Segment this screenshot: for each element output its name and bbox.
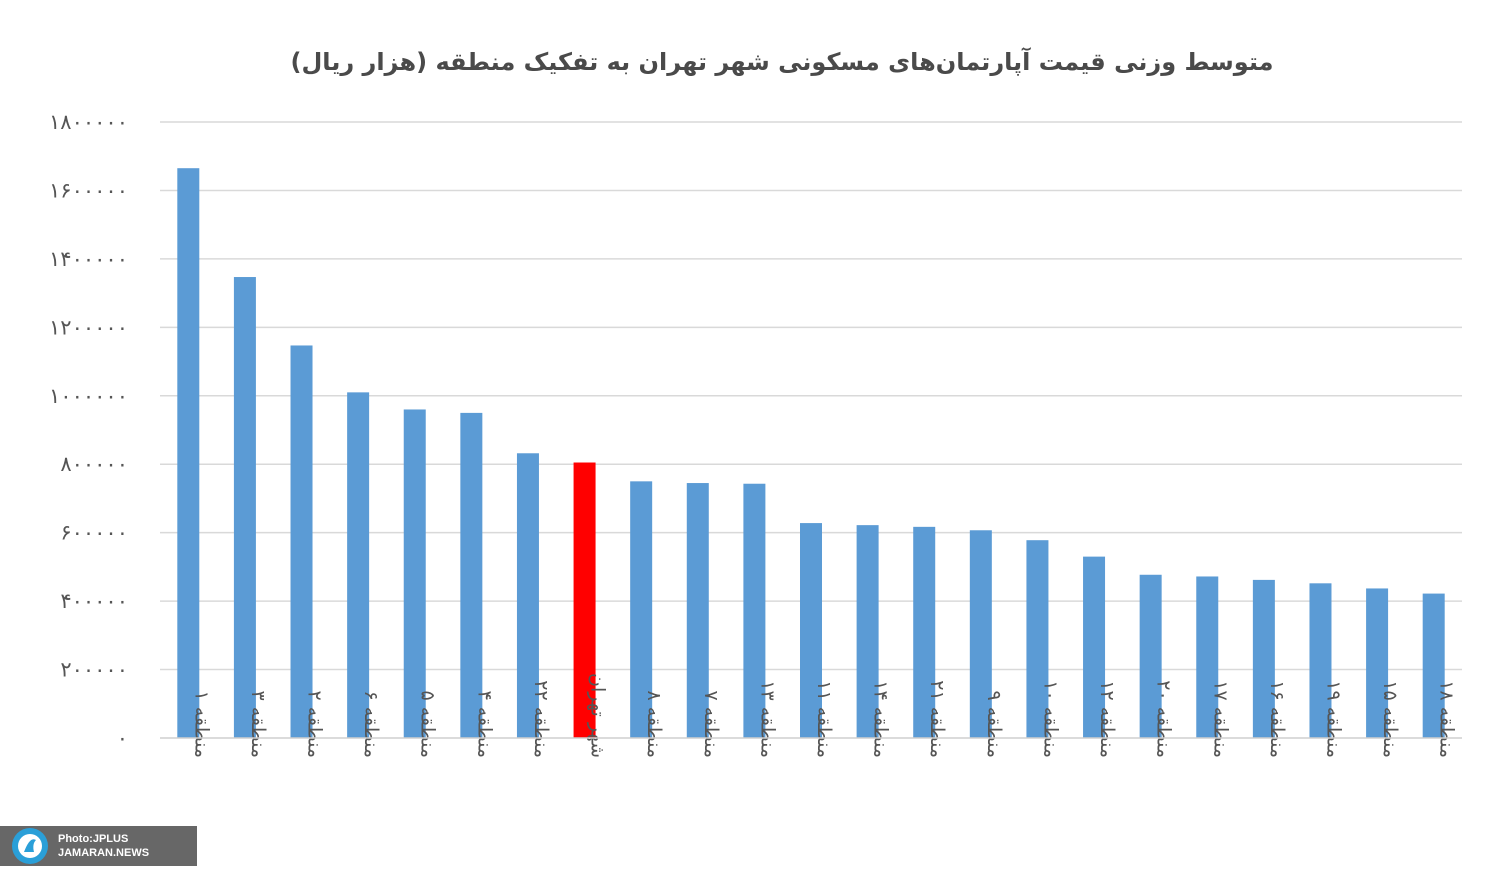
x-tick-label: منطقه ۲۰: [1153, 680, 1175, 758]
x-tick-label: منطقه ۱۶: [1266, 680, 1288, 758]
x-tick-label: منطقه ۴: [473, 690, 495, 758]
x-tick-label: منطقه ۱۳: [756, 680, 778, 758]
x-tick-label: منطقه ۲۱: [926, 680, 948, 758]
x-tick-label: شهر تهران: [587, 673, 609, 758]
y-tick-label: ۸۰۰۰۰۰: [60, 452, 128, 476]
bar: [686, 483, 709, 738]
bar: [913, 526, 936, 738]
x-tick-label: منطقه ۹: [983, 690, 1005, 758]
bar: [1139, 574, 1162, 738]
x-tick-label: منطقه ۸: [643, 690, 665, 758]
y-tick-label: ۱۴۰۰۰۰۰: [49, 247, 128, 271]
x-tick-label: منطقه ۱۰: [1039, 680, 1061, 758]
x-tick-label: منطقه ۱۲: [1096, 680, 1118, 758]
bar: [1252, 579, 1275, 738]
watermark-site: JAMARAN.NEWS: [58, 847, 150, 859]
bar: [460, 412, 483, 738]
bar: [1309, 583, 1332, 738]
bars: [177, 168, 1445, 738]
y-tick-label: ۶۰۰۰۰۰: [60, 521, 128, 545]
bar: [573, 462, 596, 738]
y-tick-label: ۱۰۰۰۰۰۰: [49, 384, 128, 408]
bar: [743, 483, 766, 738]
x-tick-label: منطقه ۱۴: [870, 680, 892, 758]
bar: [969, 530, 992, 738]
y-tick-label: ۰: [117, 726, 128, 750]
gridlines: [160, 121, 1462, 671]
bar: [1026, 540, 1049, 738]
bar: [403, 409, 426, 738]
y-tick-label: ۲۰۰۰۰۰: [60, 658, 128, 682]
jamaran-logo-icon: [12, 828, 48, 864]
x-tick-label: منطقه ۱۵: [1379, 680, 1401, 758]
bar: [233, 277, 256, 738]
x-tick-label: منطقه ۱۷: [1209, 680, 1231, 758]
photo-credit-watermark: Photo:JPLUS JAMARAN.NEWS: [0, 826, 197, 866]
bar: [856, 525, 879, 738]
bar: [800, 523, 822, 738]
y-tick-label: ۱۶۰۰۰۰۰: [49, 178, 128, 202]
x-tick-label: منطقه ۱۸: [1436, 680, 1458, 758]
y-axis-ticks: ۰ ۲۰۰۰۰۰ ۴۰۰۰۰۰ ۶۰۰۰۰۰ ۸۰۰۰۰۰ ۱۰۰۰۰۰۰ ۱۲۰۰۰۰۰ ۱…: [49, 110, 128, 750]
x-tick-label: منطقه ۵: [417, 690, 439, 758]
bar: [630, 481, 653, 738]
y-tick-label: ۴۰۰۰۰۰: [60, 589, 128, 613]
bar: [347, 392, 370, 738]
bar: [290, 345, 313, 738]
bar: [1083, 556, 1106, 738]
x-axis-ticks: منطقه ۱ منطقه ۳ منطقه ۲ منطقه ۶ منطقه ۵ منطقه…: [190, 673, 1457, 758]
bar: [516, 453, 539, 738]
watermark-credit: Photo:JPLUS: [58, 833, 129, 845]
bar: [1366, 588, 1389, 738]
x-tick-label: منطقه ۲: [304, 690, 326, 758]
chart-title: متوسط وزنی قیمت آپارتمان‌های مسکونی شهر …: [291, 47, 1274, 76]
x-tick-label: منطقه ۱: [190, 690, 212, 758]
x-tick-label: منطقه ۳: [247, 690, 269, 758]
bar: [177, 168, 200, 738]
bar: [1196, 576, 1219, 738]
bar: [1422, 593, 1445, 738]
x-tick-label: منطقه ۲۲: [530, 680, 552, 758]
x-tick-label: منطقه ۱۱: [813, 680, 835, 758]
x-tick-label: منطقه ۷: [700, 690, 722, 758]
x-tick-label: منطقه ۶: [360, 690, 382, 758]
x-tick-label: منطقه ۱۹: [1322, 680, 1344, 758]
y-tick-label: ۱۲۰۰۰۰۰: [49, 315, 128, 339]
y-tick-label: ۱۸۰۰۰۰۰: [49, 110, 128, 134]
